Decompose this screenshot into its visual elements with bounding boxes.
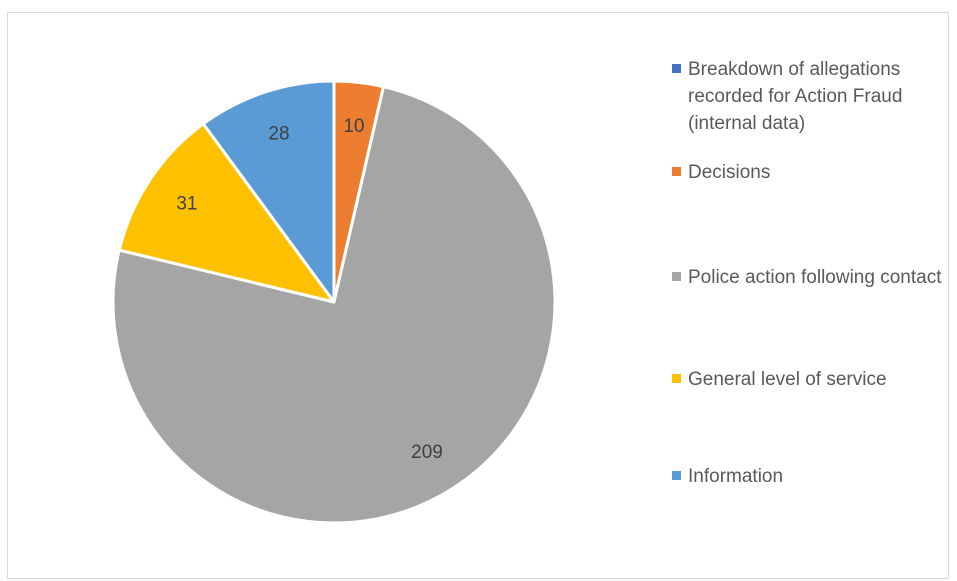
legend-swatch bbox=[672, 374, 681, 383]
legend-label: Decisions bbox=[688, 162, 771, 183]
data-label-decisions: 10 bbox=[343, 116, 364, 137]
pie-slices bbox=[111, 79, 557, 525]
legend-item-breakdown-of-allegations-recorded-for-action-fraud-internal-data: Breakdown of allegations recorded for Ac… bbox=[672, 56, 942, 137]
data-label-police-action-following-contact: 209 bbox=[411, 442, 443, 463]
legend-label: Information bbox=[688, 466, 784, 487]
legend-swatch bbox=[672, 272, 681, 281]
legend-swatch bbox=[672, 167, 681, 176]
data-label-general-level-of-service: 31 bbox=[176, 194, 197, 215]
legend-label: Breakdown of allegations recorded for Ac… bbox=[688, 59, 903, 134]
data-labels: 10 209 31 28 bbox=[176, 116, 443, 463]
legend-item-police-action-following-contact: Police action following contact bbox=[672, 264, 942, 291]
pie-slice-police-action-following-contact bbox=[111, 85, 557, 525]
legend-label: Police action following contact bbox=[688, 267, 942, 288]
legend-swatch bbox=[672, 64, 681, 73]
legend-label: General level of service bbox=[688, 369, 887, 390]
pie-slice-general-level-of-service bbox=[117, 122, 336, 304]
data-label-information: 28 bbox=[268, 124, 289, 145]
pie-slice-information bbox=[201, 79, 336, 304]
legend-item-general-level-of-service: General level of service bbox=[672, 366, 942, 393]
legend-item-information: Information bbox=[672, 463, 942, 490]
legend-swatch bbox=[672, 471, 681, 480]
legend-item-decisions: Decisions bbox=[672, 159, 942, 186]
